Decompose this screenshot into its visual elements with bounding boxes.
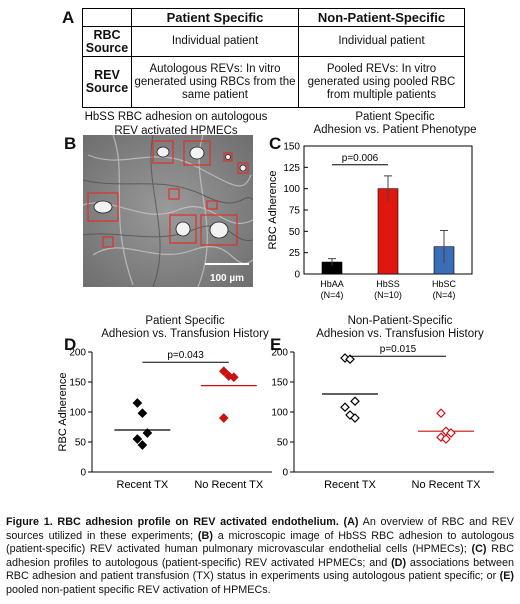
data-point — [441, 434, 451, 444]
panel-a-letter: A — [62, 8, 75, 27]
x-tick-label: HbSS — [376, 279, 400, 289]
y-axis-label: RBC Adherence — [267, 171, 279, 250]
cell-rbc-patient-specific: Individual patient — [131, 26, 299, 58]
caption-c-label: (C) — [471, 543, 487, 556]
panel-d-letter: D — [64, 335, 77, 354]
rbc-rev-source-table: Patient Specific Non-Patient-Specific RB… — [82, 7, 466, 108]
y-tick-label: 0 — [282, 468, 288, 479]
data-point — [142, 428, 153, 438]
p-value-label: p=0.006 — [342, 153, 379, 164]
figure-caption: Figure 1. RBC adhesion profile on REV ac… — [6, 516, 514, 598]
panel-e-letter: E — [270, 335, 282, 354]
x-tick-label: HbAA — [320, 279, 344, 289]
y-tick-label: 100 — [271, 408, 288, 419]
data-point — [132, 434, 143, 444]
caption-text-b: a microscopic image of HbSS RBC adhesion… — [6, 529, 514, 556]
data-point — [228, 372, 239, 383]
row-label-rev-source: REV Source — [82, 56, 132, 108]
table-corner-cell — [82, 7, 132, 28]
x-tick-label: No Recent TX — [194, 479, 264, 491]
caption-text-c: RBC adhesion profiles to autologous (pat… — [6, 543, 514, 569]
y-tick-label: 75 — [289, 206, 301, 217]
x-tick-label: HbSC — [432, 279, 457, 289]
panel-c-title-line2: Adhesion vs. Patient Phenotype — [313, 124, 477, 136]
data-point — [218, 366, 229, 377]
bar — [377, 188, 399, 275]
x-tick-label: No Recent TX — [412, 479, 482, 491]
cell-rbc-non-patient-specific: Individual patient — [297, 26, 466, 58]
x-tick-sublabel: (N=4) — [433, 290, 456, 300]
header-patient-specific: Patient Specific — [131, 7, 299, 28]
data-point — [436, 408, 446, 419]
microscopy-image: 100 µm — [83, 135, 253, 287]
x-tick-sublabel: (N=4) — [321, 290, 344, 300]
panel-e-title-line2: Adhesion vs. Transfusion History — [316, 328, 484, 340]
y-axis-label: RBC Adherence — [57, 373, 69, 452]
data-point — [340, 402, 350, 413]
cell-rev-non-patient-specific: Pooled REVs: In vitro generated using po… — [297, 56, 466, 108]
y-tick-label: 150 — [271, 378, 288, 389]
cell-rev-patient-specific: Autologous REVs: In vitro generated usin… — [131, 56, 299, 108]
y-tick-label: 125 — [283, 163, 300, 174]
panel-d-title-line1: Patient Specific — [145, 315, 225, 327]
chart-e-scatter: 0 50 100 150 200 Recent TX No Recent TX p=0.015 — [271, 344, 494, 491]
data-point — [350, 396, 360, 407]
x-tick-sublabel: (N=10) — [374, 290, 402, 300]
panel-d-title-line2: Adhesion vs. Transfusion History — [101, 328, 269, 340]
header-non-patient-specific: Non-Patient-Specific — [297, 7, 466, 28]
caption-text-d: associations between RBC adhesion and pa… — [6, 556, 514, 583]
data-point — [137, 408, 148, 419]
panel-c-title-line1: Patient Specific — [355, 111, 435, 123]
y-tick-label: 0 — [294, 270, 300, 281]
caption-title: Figure 1. RBC adhesion profile on REV ac… — [6, 516, 359, 528]
row-label-rbc-source: RBC Source — [82, 26, 132, 58]
y-tick-label: 150 — [283, 142, 300, 153]
y-tick-label: 50 — [277, 438, 289, 449]
data-point — [137, 440, 148, 450]
y-tick-label: 25 — [289, 248, 301, 259]
p-value-label: p=0.043 — [167, 350, 204, 361]
data-point — [350, 413, 360, 423]
caption-text-e: pooled non-patient specific REV activati… — [6, 583, 271, 596]
y-tick-label: 0 — [80, 468, 86, 479]
chart-d-scatter: 0 50 100 150 200 RBC Adherence Recent TX No Rec… — [57, 348, 272, 491]
caption-e-label: (E) — [499, 570, 514, 583]
y-tick-label: 200 — [271, 348, 288, 359]
x-tick-label: Recent TX — [324, 479, 376, 491]
panel-b-letter: B — [64, 134, 77, 153]
caption-b-label: (B) — [197, 529, 213, 542]
caption-d-label: (D) — [391, 556, 407, 569]
data-point — [132, 398, 143, 408]
y-tick-label: 50 — [289, 227, 301, 238]
y-tick-label: 100 — [283, 184, 300, 195]
y-tick-label: 200 — [69, 348, 86, 359]
data-point — [345, 354, 355, 365]
y-tick-label: 150 — [69, 378, 86, 389]
data-point — [218, 413, 229, 423]
y-tick-label: 100 — [69, 408, 86, 419]
data-point — [446, 428, 456, 438]
p-value-label: p=0.015 — [380, 344, 417, 355]
caption-text-a: An overview of RBC and REV sources utili… — [6, 516, 514, 542]
x-tick-label: Recent TX — [117, 479, 169, 491]
panel-b-title: HbSS RBC adhesion on autologous REV acti… — [84, 111, 268, 137]
panel-e-title-line1: Non-Patient-Specific — [347, 315, 453, 327]
y-tick-label: 50 — [75, 438, 87, 449]
panel-c-letter: C — [269, 134, 282, 153]
scale-bar-label: 100 µm — [210, 273, 244, 284]
